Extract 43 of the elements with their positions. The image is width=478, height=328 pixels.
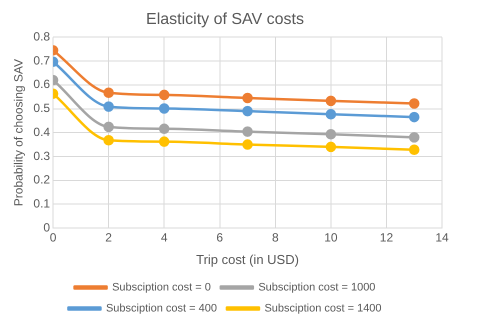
point [103,88,114,98]
point [103,122,114,132]
point [158,103,170,114]
point [158,124,170,134]
y-tick-label: 0.7 [33,53,50,68]
legend-label: Subsciption cost = 1000 [258,282,376,294]
x-tick-label: 14 [435,230,449,245]
point [242,92,253,104]
x-tick-label: 8 [272,230,279,245]
y-tick-label: 0.8 [33,30,50,44]
point [326,142,336,152]
y-tick-label: 0.4 [33,124,50,139]
x-tick-label: 4 [160,230,168,245]
legend-label: Subsciption cost = 1400 [264,302,382,315]
x-tick-label: 6 [216,230,224,245]
point [326,129,336,140]
y-tick-label: 0.3 [33,148,50,163]
y-tick-label: 0.1 [33,196,50,210]
point [158,136,170,147]
y-tick-label: 0.2 [33,172,50,187]
x-tick-label: 12 [380,230,394,245]
point [326,108,336,120]
x-axis-title: Trip cost (in USD) [196,252,299,267]
chart-title: Elasticity of SAV costs [146,11,304,28]
point [158,90,170,100]
y-axis-title: Probability of choosing SAV [12,59,26,206]
x-tick-label: 10 [324,230,338,245]
point [326,96,336,106]
point [242,139,253,150]
point [242,106,253,116]
x-tick-label: 2 [105,230,112,245]
legend-label: Subsciption cost = 0 [112,282,211,294]
y-tick-label: 0.5 [33,101,50,116]
point [408,112,420,122]
point [408,98,420,109]
point [408,144,420,156]
point [103,101,114,112]
point [408,132,420,143]
y-tick-label: 0 [43,220,50,234]
point [103,134,114,146]
legend-label: Subsciption cost = 400 [106,302,217,315]
point [242,126,253,137]
y-tick-label: 0.6 [33,77,50,92]
